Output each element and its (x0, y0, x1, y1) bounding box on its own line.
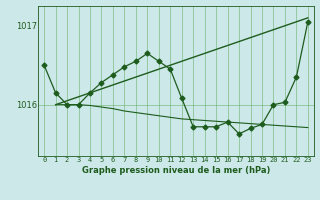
X-axis label: Graphe pression niveau de la mer (hPa): Graphe pression niveau de la mer (hPa) (82, 166, 270, 175)
